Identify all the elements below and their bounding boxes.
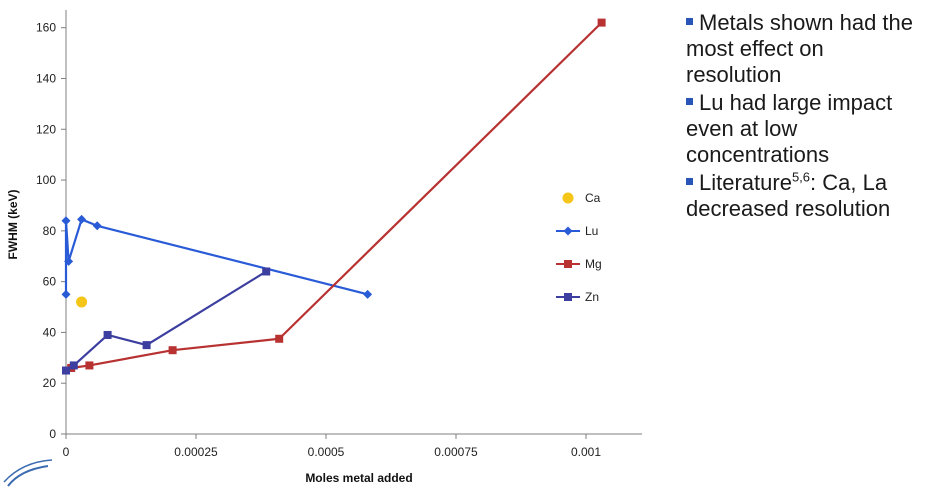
y-tick-label: 20 <box>43 376 57 390</box>
bullet-square-icon <box>686 97 693 105</box>
series-lu <box>61 214 373 299</box>
data-point <box>564 260 572 268</box>
y-tick-label: 100 <box>36 173 56 187</box>
data-point <box>363 289 373 299</box>
bullet-text: Lu had large impact even at low concentr… <box>686 90 893 167</box>
data-point <box>564 293 572 301</box>
data-point <box>142 341 151 350</box>
data-point <box>563 226 573 236</box>
chart-series-layer <box>61 18 606 375</box>
data-point <box>61 216 71 226</box>
data-point <box>168 346 177 355</box>
x-axis-label: Moles metal added <box>305 471 412 485</box>
series-ca <box>76 296 88 308</box>
bullet-list: Metals shown had the most effect on reso… <box>686 10 922 224</box>
x-tick-label: 0.0005 <box>308 445 345 459</box>
bullet-square-icon <box>686 177 693 185</box>
bullet-item: Literature5,6: Ca, La decreased resoluti… <box>686 170 922 222</box>
legend-label: Zn <box>585 290 599 304</box>
legend-item-mg: Mg <box>556 257 602 271</box>
bullet-text: Metals shown had the most effect on reso… <box>686 10 914 87</box>
bullet-text-post: : Ca, La decreased resolution <box>686 170 891 221</box>
bullet-item: Metals shown had the most effect on reso… <box>686 10 922 88</box>
data-point <box>262 267 271 276</box>
legend-label: Ca <box>585 191 601 205</box>
x-tick-label: 0.00025 <box>174 445 218 459</box>
swoosh-logo <box>3 459 53 487</box>
data-point <box>85 361 94 370</box>
bullet-item: Lu had large impact even at low concentr… <box>686 90 922 168</box>
data-point <box>562 192 574 204</box>
series-mg <box>62 18 606 375</box>
data-point <box>77 214 87 224</box>
chart-axes: 0 20 40 60 80 100 120 140 160 0 0.00025 0.0005 0.000… <box>6 10 642 485</box>
legend-item-lu: Lu <box>556 224 598 238</box>
x-tick-label: 0.00075 <box>434 445 478 459</box>
data-point <box>76 296 88 308</box>
data-point <box>64 256 74 266</box>
bullet-text-pre: Literature <box>699 170 792 195</box>
x-tick-label: 0 <box>63 445 70 459</box>
data-point <box>92 221 102 231</box>
series-line <box>65 21 603 372</box>
y-tick-label: 140 <box>36 71 56 85</box>
legend-item-zn: Zn <box>556 290 599 304</box>
bullet-square-icon <box>686 17 693 25</box>
y-tick-label: 160 <box>36 21 56 35</box>
chart-legend: Ca Lu Mg Zn <box>556 191 602 304</box>
data-point <box>275 334 284 343</box>
y-axis-label: FWHM (keV) <box>6 190 20 260</box>
x-tick-label: 0.001 <box>571 445 601 459</box>
y-tick-label: 0 <box>49 427 56 441</box>
data-point <box>597 18 606 27</box>
chart-svg: 0 20 40 60 80 100 120 140 160 0 0.00025 0.0005 0.000… <box>3 10 642 487</box>
chart: 0 20 40 60 80 100 120 140 160 0 0.00025 0.0005 0.000… <box>3 10 642 487</box>
data-point <box>61 289 71 299</box>
legend-item-ca: Ca <box>562 191 601 205</box>
y-tick-label: 40 <box>43 325 57 339</box>
series-line <box>65 270 267 372</box>
series-line <box>64 218 368 296</box>
legend-label: Mg <box>585 257 602 271</box>
citation-superscript: 5,6 <box>791 169 811 185</box>
legend-label: Lu <box>585 224 598 238</box>
data-point <box>103 330 112 339</box>
y-tick-label: 60 <box>43 275 57 289</box>
data-point <box>62 366 70 375</box>
data-point <box>69 361 78 370</box>
y-tick-label: 120 <box>36 122 56 136</box>
y-tick-label: 80 <box>43 224 57 238</box>
series-zn <box>62 267 271 375</box>
